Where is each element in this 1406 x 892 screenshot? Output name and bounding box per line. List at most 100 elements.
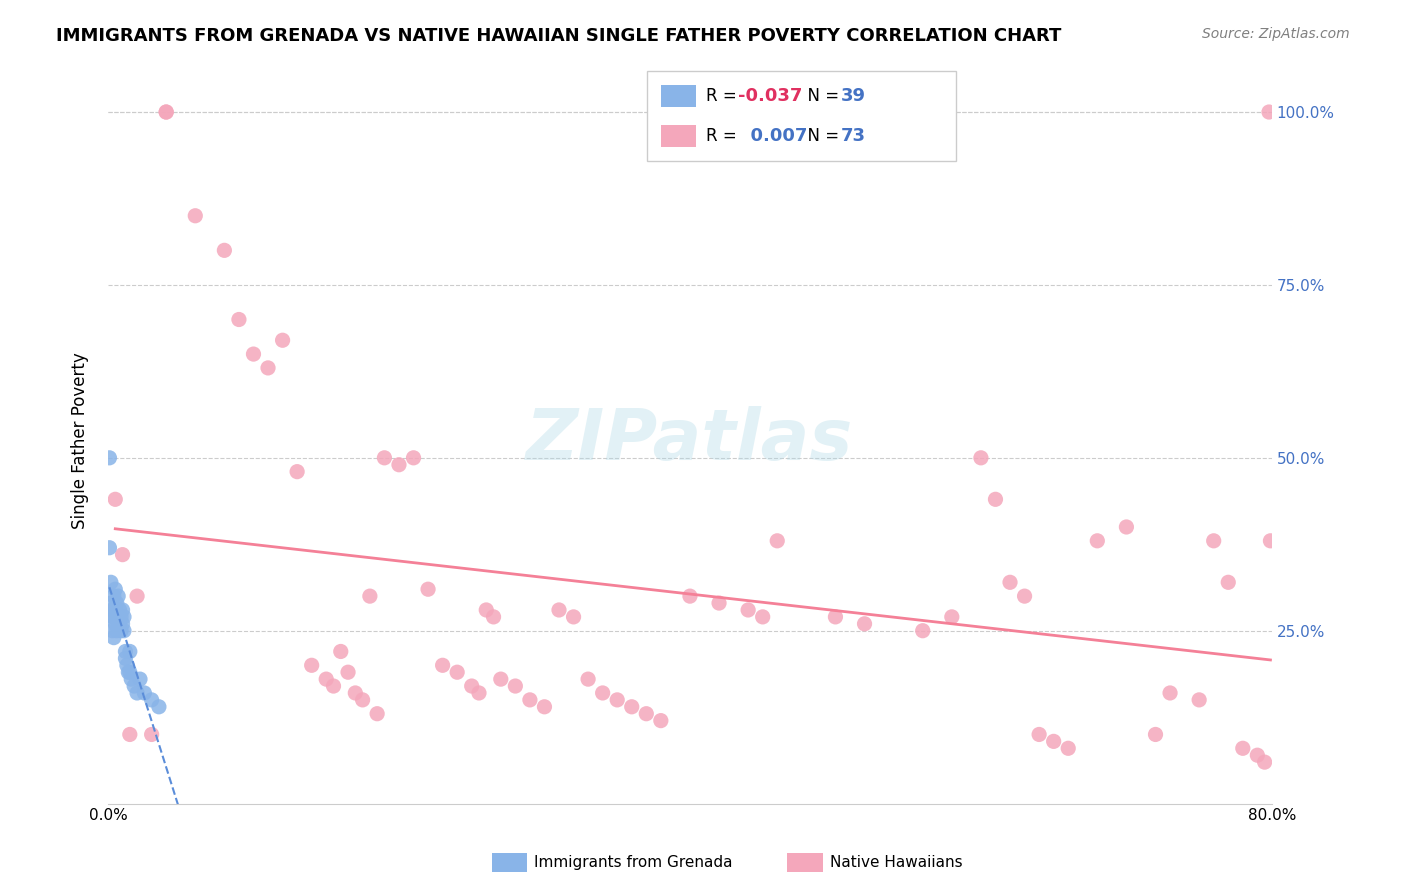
Point (105, 596, 128, 610)
Text: Native Hawaiians: Native Hawaiians (830, 855, 962, 870)
Point (104, 603, 127, 617)
Text: R =: R = (706, 87, 742, 105)
Point (214, 244, 236, 258)
Point (853, 616, 876, 631)
Point (98, 450, 121, 465)
Point (606, 693, 628, 707)
Point (941, 610, 963, 624)
Point (359, 589, 381, 603)
Point (911, 624, 934, 638)
Point (1253, 755, 1275, 769)
Point (505, 679, 527, 693)
Point (533, 699, 555, 714)
Point (155, 105, 177, 120)
Point (636, 706, 658, 721)
Point (1258, 105, 1281, 120)
Point (998, 575, 1021, 590)
Point (127, 686, 149, 700)
Point (104, 616, 127, 631)
Point (592, 686, 614, 700)
Point (112, 624, 135, 638)
Point (257, 360, 280, 375)
Point (446, 665, 468, 680)
Point (416, 582, 439, 597)
Point (519, 693, 541, 707)
Point (984, 492, 1007, 507)
Point (103, 589, 125, 603)
Point (1246, 748, 1268, 763)
Point (122, 679, 145, 693)
Point (460, 679, 482, 693)
Point (366, 706, 388, 721)
Point (679, 589, 702, 603)
Point (301, 658, 323, 673)
Point (242, 347, 264, 361)
Point (98, 541, 121, 555)
Point (271, 333, 294, 347)
Point (562, 610, 585, 624)
Point (352, 693, 374, 707)
Text: R =: R = (706, 128, 742, 145)
Point (101, 624, 124, 638)
Text: -0.037: -0.037 (738, 87, 803, 105)
Point (118, 644, 141, 658)
Point (111, 616, 134, 631)
Point (751, 610, 773, 624)
Point (650, 714, 672, 728)
Point (344, 686, 367, 700)
Point (548, 603, 571, 617)
Point (468, 686, 491, 700)
Point (117, 665, 139, 680)
Point (111, 603, 134, 617)
Point (337, 665, 360, 680)
Point (1057, 741, 1080, 756)
Point (104, 582, 127, 597)
Point (112, 610, 135, 624)
Point (402, 450, 425, 465)
Point (100, 575, 122, 590)
Text: 73: 73 (841, 128, 866, 145)
Point (101, 610, 124, 624)
Point (1159, 686, 1181, 700)
Point (228, 312, 250, 326)
Text: Source: ZipAtlas.com: Source: ZipAtlas.com (1202, 27, 1350, 41)
Point (134, 686, 156, 700)
Point (824, 610, 846, 624)
Point (329, 644, 352, 658)
Point (114, 644, 136, 658)
Point (148, 699, 170, 714)
Point (482, 610, 505, 624)
Point (103, 610, 125, 624)
Point (707, 596, 730, 610)
Point (322, 679, 344, 693)
Text: IMMIGRANTS FROM GRENADA VS NATIVE HAWAIIAN SINGLE FATHER POVERTY CORRELATION CHA: IMMIGRANTS FROM GRENADA VS NATIVE HAWAII… (56, 27, 1062, 45)
Point (118, 727, 141, 741)
Point (107, 610, 129, 624)
Point (118, 665, 141, 680)
Point (107, 589, 129, 603)
Point (1260, 533, 1282, 548)
Point (970, 450, 993, 465)
Point (1014, 589, 1036, 603)
Point (120, 672, 142, 686)
Point (737, 603, 759, 617)
Point (105, 624, 128, 638)
Point (127, 589, 149, 603)
Point (1028, 727, 1050, 741)
Point (432, 658, 454, 673)
Point (104, 492, 127, 507)
Point (475, 603, 498, 617)
Point (576, 672, 599, 686)
Text: ZIPatlas: ZIPatlas (526, 406, 853, 475)
Point (111, 548, 134, 562)
Point (1115, 520, 1137, 534)
Point (108, 616, 131, 631)
Point (1232, 741, 1254, 756)
Point (141, 727, 163, 741)
Text: 0.007: 0.007 (738, 128, 807, 145)
Point (103, 631, 125, 645)
Point (101, 603, 124, 617)
Point (285, 465, 308, 479)
Point (1144, 727, 1167, 741)
Point (1042, 734, 1064, 748)
